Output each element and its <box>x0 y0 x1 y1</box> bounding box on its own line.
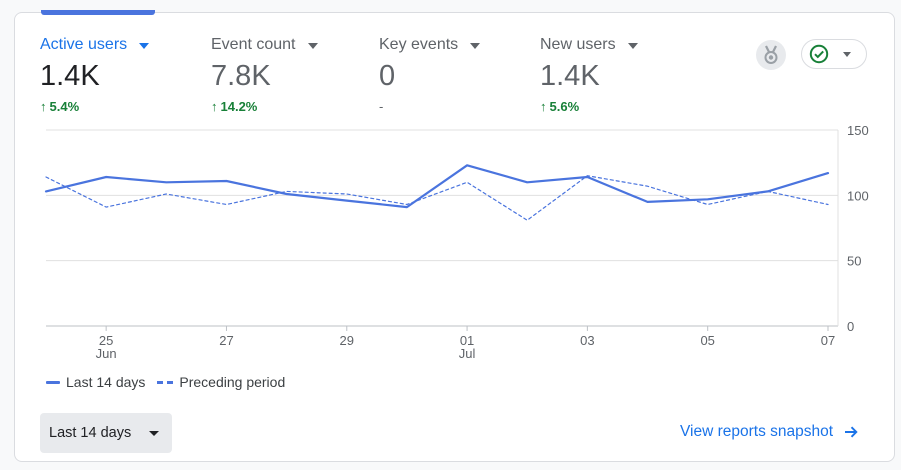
overview-card <box>14 12 895 462</box>
arrow-up-icon: ↑ <box>40 99 47 114</box>
chart-legend: Last 14 days Preceding period <box>46 374 285 390</box>
x-tick-label: 07 <box>821 333 835 348</box>
caret-down-icon <box>307 42 318 49</box>
series-line-last-14-days <box>44 164 830 209</box>
link-label: View reports snapshot <box>680 423 834 440</box>
metric-value: 1.4K <box>540 60 600 92</box>
date-range-dropdown[interactable]: Last 14 days <box>40 413 172 453</box>
solid-line-swatch <box>46 380 60 384</box>
arrow-up-icon: ↑ <box>540 99 547 114</box>
metric-value: 0 <box>379 60 396 92</box>
caret-down-icon <box>470 42 481 49</box>
x-tick-label: 05 <box>700 333 714 348</box>
metric-delta: - <box>379 99 384 114</box>
metric-tab-key-events[interactable]: Key events 0 - <box>379 36 481 114</box>
x-tick-sublabel: Jul <box>459 346 476 361</box>
metric-label: Key events <box>379 36 459 53</box>
x-tick-sublabel: Jun <box>96 346 117 361</box>
date-range-label: Last 14 days <box>49 425 132 441</box>
y-tick-label: 150 <box>847 123 869 138</box>
legend-label: Last 14 days <box>66 374 146 390</box>
insights-button[interactable] <box>756 40 786 70</box>
x-tick-label: 25 <box>99 333 113 348</box>
caret-down-icon <box>139 42 150 49</box>
check-circle-icon <box>809 44 829 64</box>
legend-item-previous: Preceding period <box>157 374 285 390</box>
y-tick-label: 50 <box>847 254 861 269</box>
legend-item-current: Last 14 days <box>46 374 145 390</box>
metric-delta: ↑ 5.4% <box>40 99 80 114</box>
metric-tab-event-count[interactable]: Event count 7.8K ↑ 14.2% <box>211 36 318 114</box>
medal-icon <box>764 45 778 64</box>
series-line-preceding-period <box>45 175 829 221</box>
caret-down-icon <box>149 430 160 436</box>
y-tick-label: 100 <box>847 188 869 203</box>
x-tick-label: 29 <box>340 333 354 348</box>
x-tick-label: 27 <box>219 333 233 348</box>
metric-label: New users <box>540 36 616 53</box>
metric-delta: ↑ 14.2% <box>211 99 258 114</box>
y-tick-label: 0 <box>847 319 854 334</box>
caret-down-icon <box>843 51 851 57</box>
metric-label: Active users <box>40 36 128 53</box>
legend-label: Preceding period <box>179 374 286 390</box>
active-metric-indicator <box>41 10 155 15</box>
metric-delta: ↑ 5.6% <box>540 99 580 114</box>
metric-tab-active-users[interactable]: Active users 1.4K ↑ 5.4% <box>40 36 150 114</box>
view-reports-snapshot-link[interactable]: View reports snapshot <box>680 423 859 441</box>
metric-tab-new-users[interactable]: New users 1.4K ↑ 5.6% <box>540 36 638 114</box>
x-tick-label: 01 <box>460 333 474 348</box>
dashed-line-swatch <box>157 380 174 384</box>
caret-down-icon <box>627 42 638 49</box>
arrow-up-icon: ↑ <box>211 99 218 114</box>
compare-status-dropdown[interactable] <box>801 39 867 69</box>
x-tick-label: 03 <box>580 333 594 348</box>
arrow-right-icon <box>845 426 858 438</box>
metric-label: Event count <box>211 36 296 53</box>
metric-value: 7.8K <box>211 60 271 92</box>
metric-value: 1.4K <box>40 60 100 92</box>
